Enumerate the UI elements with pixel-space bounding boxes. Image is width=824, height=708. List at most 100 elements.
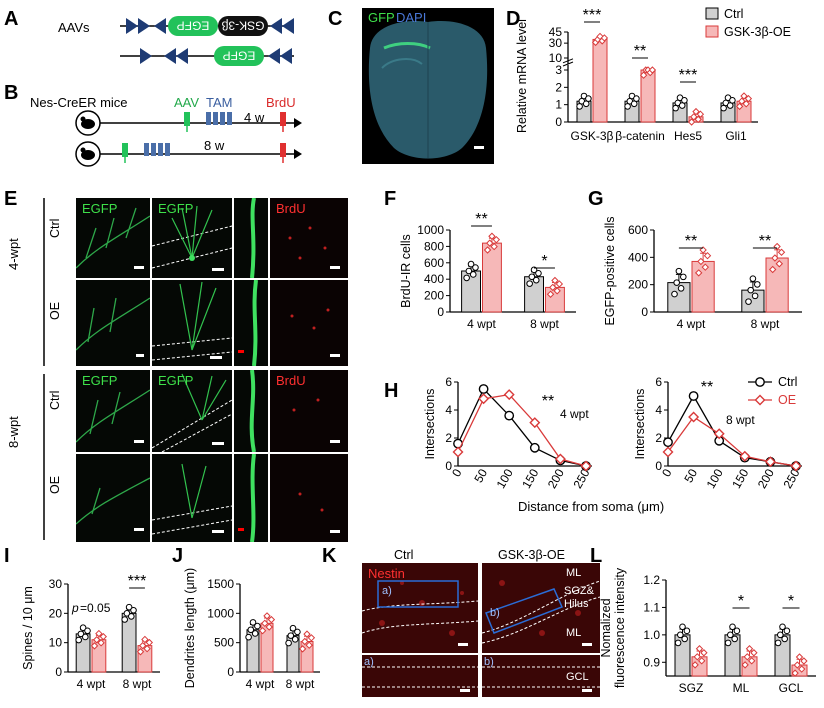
data-point	[301, 637, 309, 646]
sig-stars: **	[542, 393, 554, 410]
data-point	[639, 71, 648, 79]
data-point	[267, 615, 276, 624]
data-point	[731, 635, 738, 643]
micrograph-k-ctrl-zoom: a)	[362, 655, 478, 697]
k-hilus-label: Hilus	[564, 598, 589, 610]
y-tick-label: 0	[55, 665, 62, 679]
data-point	[532, 276, 540, 284]
brdu-syringe-2-icon	[280, 143, 286, 163]
y-tick-label: 400	[424, 272, 444, 286]
group-label-8wpt: 8-wpt	[6, 416, 21, 448]
data-point	[138, 641, 147, 650]
y-tick-label: 400	[628, 250, 648, 264]
x-tick-label: 150	[519, 466, 541, 491]
x-tick-label: Hes5	[674, 129, 702, 143]
y-tick-label: 500	[214, 636, 234, 650]
data-point	[791, 669, 799, 677]
brdu-label-e2: BrdU	[276, 373, 306, 388]
data-point	[141, 635, 149, 644]
y-tick-label: 45	[549, 25, 563, 39]
data-point	[128, 613, 135, 620]
data-point	[285, 639, 292, 647]
sig-stars: **	[701, 379, 713, 396]
x-tick-label: 8 wpt	[123, 677, 152, 691]
data-point	[82, 633, 89, 641]
k-roi-b-label: b)	[490, 607, 500, 619]
x-tick-label: 4 wpt	[77, 677, 106, 691]
x-tick-label: GCL	[779, 681, 804, 695]
data-point	[677, 631, 684, 639]
data-point	[97, 639, 105, 647]
x-tick-label: 100	[494, 466, 516, 491]
group-brackets	[43, 198, 45, 540]
y-tick-label: 0	[655, 459, 662, 473]
x-tick-label: 8 wpt	[530, 317, 559, 331]
data-point	[585, 95, 592, 102]
brdu-label-e1: BrdU	[276, 201, 306, 216]
bar	[691, 260, 715, 313]
y-tick-label: 2	[445, 431, 452, 445]
data-point	[739, 450, 751, 462]
micrograph-e-oe8-brdu	[270, 454, 348, 542]
x-tick-label: Gli1	[725, 129, 747, 143]
data-point	[674, 639, 682, 647]
panel-label-h: H	[384, 380, 399, 402]
data-point	[483, 246, 492, 254]
data-point	[143, 644, 151, 653]
chart-h-4wpt: 0 2 4 6 0 50 100 150 200 250 Intersections 4 wpt **	[423, 375, 593, 491]
data-point	[287, 632, 295, 639]
sig-stars: ***	[583, 7, 602, 24]
data-point	[741, 661, 749, 669]
data-point	[662, 446, 674, 458]
data-point	[600, 34, 609, 42]
panel-label-g: G	[588, 188, 604, 210]
micrograph-e-oe4-mid	[152, 280, 232, 366]
data-point	[469, 271, 477, 278]
panel-label-a: A	[4, 8, 19, 30]
data-point	[777, 248, 786, 256]
micrograph-e-ctrl4-low: EGFP	[76, 198, 150, 278]
data-point	[503, 389, 515, 401]
data-point	[307, 634, 316, 642]
sig-stars: *	[738, 593, 744, 610]
chart-i-spines: 0 10 20 30 4 wpt 8 wpt *** Spines / 10 μm p =0.05	[21, 573, 160, 691]
y-axis-label: BrdU-IR cells	[399, 234, 413, 308]
micrograph-e-oe4-brdu	[270, 280, 348, 366]
scale-bar	[474, 146, 484, 149]
chart-f-brdu: 0 200 400 600 800 1000 4 wpt ** 8 wpt * BrdU-IR ce…	[399, 211, 576, 331]
data-point	[783, 627, 791, 635]
data-point	[790, 460, 802, 472]
micrograph-k-ctrl: Nestin a)	[362, 563, 478, 653]
data-point	[795, 653, 804, 661]
bar	[592, 38, 608, 123]
row-label-ctrl-1: Ctrl	[48, 218, 62, 238]
data-point	[478, 384, 489, 394]
data-point	[79, 624, 87, 632]
data-point	[554, 453, 566, 465]
micrograph-e-ctrl4-spine	[234, 198, 268, 278]
data-point	[735, 102, 744, 111]
data-point	[549, 283, 557, 292]
brdu-label: BrdU	[266, 95, 296, 110]
data-point	[692, 107, 700, 116]
y-tick-label: 2	[555, 80, 562, 94]
legend-oe: GSK-3β-OE	[724, 25, 791, 39]
data-point	[694, 115, 702, 124]
sig-stars: **	[759, 233, 771, 250]
panel-label-b: B	[4, 82, 19, 104]
y-axis-label: Intersections	[423, 389, 437, 460]
data-point	[681, 635, 688, 643]
data-point	[84, 627, 91, 635]
data-point	[95, 629, 103, 638]
micrograph-e-ctrl8-brdu: BrdU	[270, 370, 348, 452]
mouse-icon-1	[75, 110, 101, 136]
data-point	[681, 97, 688, 104]
panel-label-f: F	[384, 188, 397, 210]
y-tick-label: 4	[445, 403, 452, 417]
panel-label-e: E	[4, 188, 18, 210]
data-point	[771, 254, 779, 262]
row-label-oe-2: OE	[48, 475, 62, 494]
data-point	[727, 631, 734, 639]
mouse-icon-2	[75, 141, 101, 167]
